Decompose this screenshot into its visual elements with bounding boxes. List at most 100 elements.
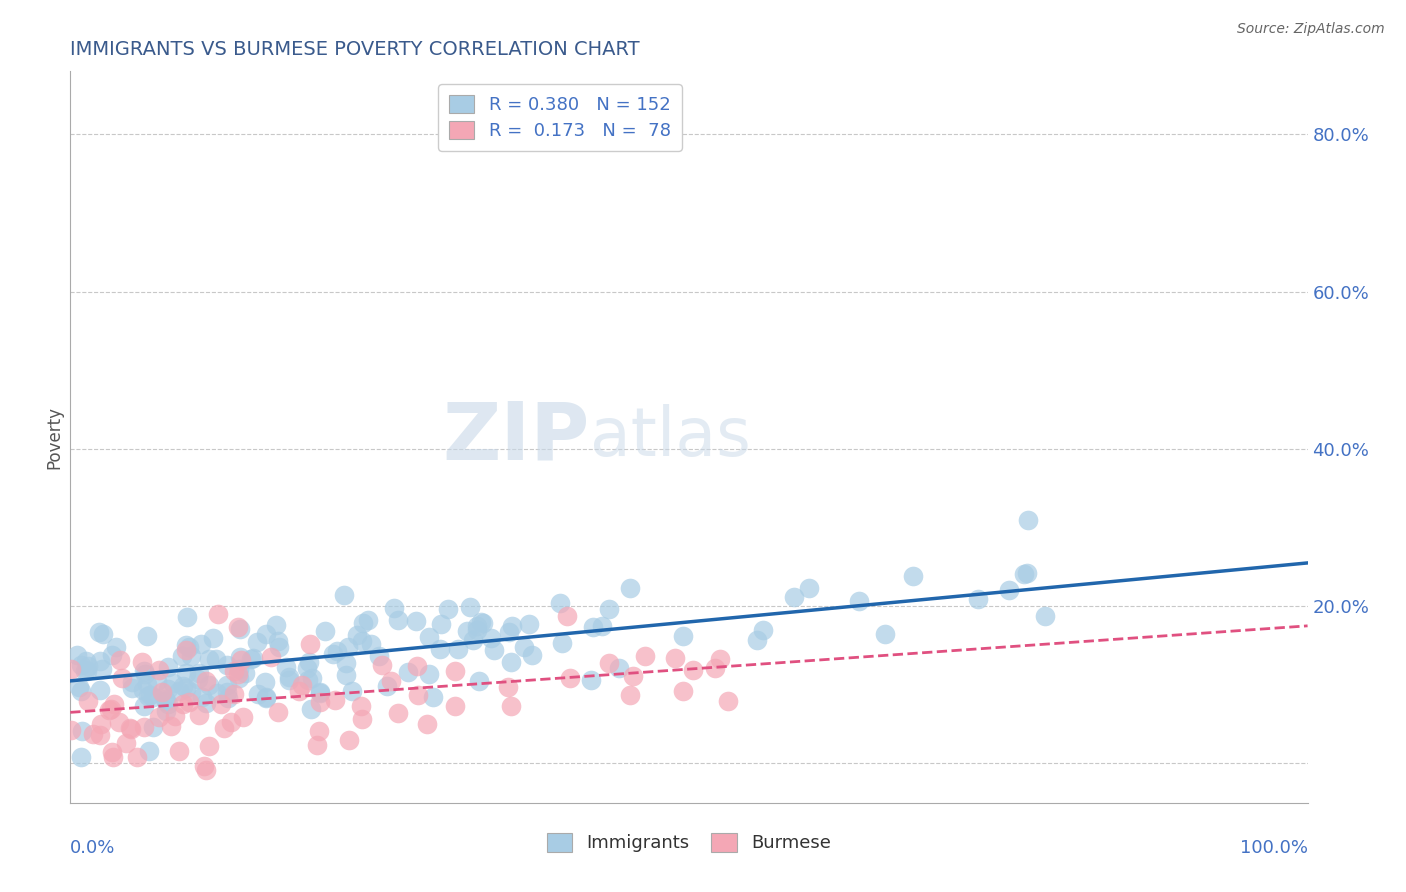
Point — [463, 632, 485, 647]
Point — [560, 672, 582, 686]
Point — [322, 647, 344, 661]
Point — [98, 703, 121, 717]
Point — [142, 690, 165, 705]
Point — [340, 684, 363, 698]
Point — [465, 619, 488, 633]
Point — [405, 614, 427, 628]
Point — [121, 681, 143, 696]
Point — [470, 615, 492, 629]
Text: 100.0%: 100.0% — [1240, 839, 1308, 857]
Point — [188, 707, 211, 722]
Point — [267, 634, 290, 648]
Point — [260, 650, 283, 665]
Point — [517, 617, 540, 632]
Point — [89, 728, 111, 742]
Point — [467, 673, 489, 688]
Point — [634, 649, 657, 664]
Point — [797, 582, 820, 596]
Point — [91, 662, 114, 676]
Point — [226, 620, 249, 634]
Point — [172, 697, 194, 711]
Point — [231, 653, 253, 667]
Point — [198, 678, 221, 692]
Point — [337, 732, 360, 747]
Point — [360, 637, 382, 651]
Point — [174, 638, 197, 652]
Point — [222, 665, 245, 679]
Point — [458, 600, 481, 615]
Point — [335, 656, 357, 670]
Point — [598, 602, 620, 616]
Point — [190, 637, 212, 651]
Point — [172, 679, 194, 693]
Point — [232, 710, 254, 724]
Point — [308, 686, 330, 700]
Point — [621, 669, 644, 683]
Point — [1015, 566, 1038, 580]
Point — [179, 640, 201, 654]
Point — [157, 660, 180, 674]
Point — [444, 698, 467, 713]
Point — [148, 710, 170, 724]
Point — [579, 673, 602, 688]
Point — [110, 653, 132, 667]
Point — [134, 666, 156, 681]
Point — [142, 719, 165, 733]
Point — [278, 673, 301, 687]
Point — [205, 686, 228, 700]
Point — [387, 706, 409, 721]
Point — [308, 685, 330, 699]
Point — [299, 637, 322, 651]
Point — [966, 592, 988, 607]
Point — [276, 659, 298, 673]
Point — [169, 744, 191, 758]
Point — [418, 630, 440, 644]
Point — [591, 619, 613, 633]
Point — [209, 697, 232, 711]
Point — [101, 745, 124, 759]
Point — [198, 739, 221, 753]
Point — [219, 715, 242, 730]
Point — [717, 694, 740, 708]
Point — [382, 601, 405, 615]
Point — [115, 736, 138, 750]
Point — [267, 640, 290, 654]
Point — [70, 683, 93, 698]
Point — [253, 675, 276, 690]
Point — [472, 616, 495, 631]
Point — [1012, 567, 1035, 582]
Point — [136, 690, 159, 704]
Point — [91, 626, 114, 640]
Point — [134, 720, 156, 734]
Point — [297, 673, 319, 688]
Point — [582, 620, 605, 634]
Point — [103, 697, 125, 711]
Point — [67, 680, 90, 694]
Point — [155, 694, 177, 708]
Point — [215, 685, 238, 699]
Point — [201, 631, 224, 645]
Point — [664, 651, 686, 665]
Point — [75, 654, 97, 668]
Point — [180, 685, 202, 699]
Point — [288, 684, 311, 698]
Point — [136, 676, 159, 690]
Point — [346, 628, 368, 642]
Point — [157, 682, 180, 697]
Point — [89, 682, 111, 697]
Point — [242, 651, 264, 665]
Point — [266, 617, 288, 632]
Point — [59, 662, 82, 676]
Point — [136, 629, 159, 643]
Text: 0.0%: 0.0% — [70, 839, 115, 857]
Point — [314, 624, 336, 638]
Point — [672, 684, 695, 698]
Point — [496, 680, 519, 694]
Point — [437, 601, 460, 615]
Point — [396, 665, 419, 680]
Point — [70, 724, 93, 739]
Point — [350, 633, 373, 648]
Point — [873, 627, 896, 641]
Point — [512, 640, 534, 654]
Point — [418, 667, 440, 681]
